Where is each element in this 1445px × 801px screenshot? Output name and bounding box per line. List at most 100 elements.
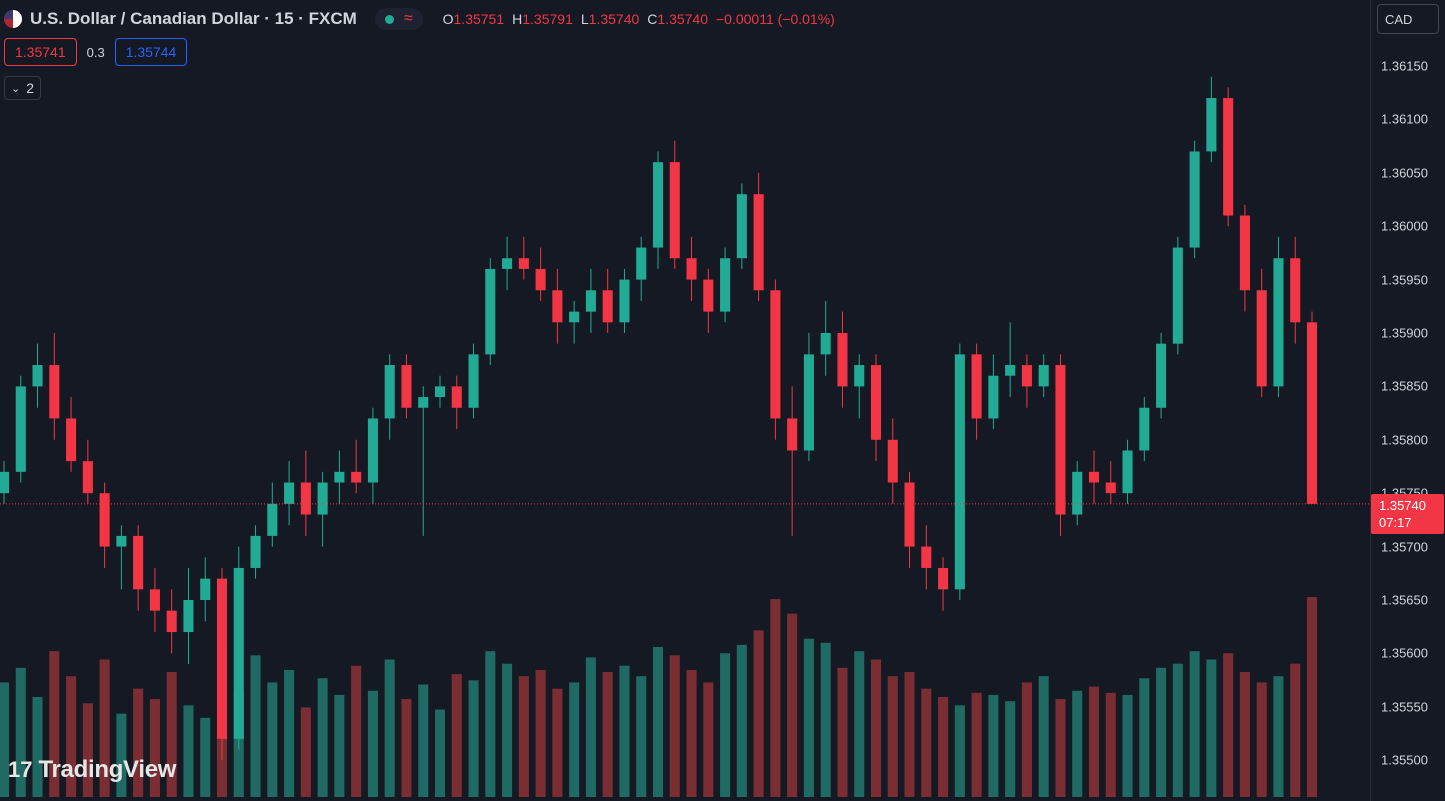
- market-open-icon: [384, 14, 394, 24]
- candle-body: [1306, 322, 1318, 504]
- tradingview-logo[interactable]: 17 TradingView: [8, 756, 176, 784]
- bid-ask-panel: 1.35741 0.3 1.35744: [4, 38, 188, 66]
- candle-body: [770, 290, 781, 419]
- volume-bar: [1072, 690, 1083, 797]
- candle-body: [1021, 365, 1032, 387]
- volume-bar: [971, 692, 982, 797]
- volume-bar: [200, 717, 211, 797]
- price-axis[interactable]: CAD 1.36150 1.36100 1.36050 1.36000 1.35950 1…: [1370, 0, 1445, 801]
- candle-body: [669, 162, 680, 259]
- candle-body: [133, 535, 144, 590]
- candle-body: [820, 333, 831, 355]
- price-tick-label: 1.36100: [1381, 111, 1428, 127]
- volume-bar: [535, 669, 546, 797]
- price-tick-label: 1.35850: [1381, 378, 1428, 394]
- volume-bar: [418, 684, 429, 797]
- candle-body: [49, 365, 60, 419]
- buy-button[interactable]: 1.35744: [114, 38, 188, 66]
- price-tick-label: 1.35900: [1381, 325, 1428, 341]
- candle-body: [233, 567, 244, 739]
- candle-body: [971, 354, 982, 419]
- volume-bar: [569, 682, 580, 797]
- volume-bar: [602, 672, 613, 797]
- symbol-title[interactable]: U.S. Dollar / Canadian Dollar · 15 · FXC…: [30, 9, 357, 28]
- price-tick-label: 1.35800: [1381, 432, 1428, 448]
- candle-body: [1072, 471, 1083, 515]
- tradingview-logo-text: TradingView: [38, 756, 177, 783]
- candle-body: [1139, 407, 1150, 451]
- candle-body: [938, 567, 949, 590]
- high-value: 1.35791: [522, 11, 573, 27]
- ohlc-values: O1.35751 H1.35791 L1.35740 C1.35740 −0.0…: [443, 11, 835, 27]
- volume-bar: [401, 699, 412, 797]
- market-status[interactable]: ≈: [374, 8, 423, 30]
- volume-bar: [552, 688, 563, 797]
- candle-body: [518, 258, 529, 269]
- volume-bar: [585, 657, 596, 797]
- volume-bar: [1273, 676, 1284, 797]
- price-tick-label: 1.35650: [1381, 592, 1428, 608]
- volume-bar: [1290, 663, 1301, 797]
- volume-bar: [1055, 699, 1066, 797]
- volume-bar: [1088, 686, 1100, 797]
- volume-bar: [149, 699, 160, 797]
- candle-body: [451, 386, 462, 408]
- candle-body: [1290, 258, 1301, 323]
- volume-bar: [66, 676, 77, 797]
- currency-button[interactable]: CAD: [1377, 4, 1439, 34]
- price-tick-label: 1.36050: [1381, 165, 1428, 181]
- indicators-toggle-button[interactable]: ⌄ 2: [4, 76, 42, 100]
- volume-bar: [703, 682, 714, 797]
- volume-bar: [636, 676, 647, 797]
- volume-bar: [753, 630, 764, 797]
- high-label: H: [512, 11, 523, 27]
- volume-bar: [1038, 676, 1049, 797]
- candle-body: [535, 268, 546, 291]
- volume-bar: [1005, 701, 1016, 797]
- close-label: C: [647, 11, 658, 27]
- volume-bar: [938, 697, 949, 797]
- indicators-count: 2: [26, 80, 35, 96]
- volume-bar: [1122, 694, 1133, 797]
- volume-bar: [183, 705, 194, 797]
- sell-button[interactable]: 1.35741: [4, 38, 77, 66]
- candle-body: [1038, 365, 1049, 387]
- close-value: 1.35740: [657, 11, 708, 27]
- price-tick-label: 1.35700: [1381, 539, 1428, 555]
- candle-body: [1223, 98, 1234, 216]
- volume-bar: [518, 676, 529, 797]
- volume-bar: [15, 667, 26, 797]
- candle-body: [1088, 471, 1100, 483]
- volume-bar: [854, 651, 865, 797]
- candles: [0, 76, 1318, 761]
- candle-body: [652, 162, 664, 248]
- candle-body: [334, 471, 345, 483]
- volume-bar: [267, 682, 278, 797]
- volume-bar: [485, 651, 496, 797]
- candle-body: [904, 482, 915, 547]
- usd-cad-flag-icon[interactable]: [4, 10, 22, 28]
- candle-body: [619, 279, 630, 323]
- volume-bar: [367, 690, 378, 797]
- candle-body: [803, 354, 814, 451]
- candle-body: [66, 418, 77, 462]
- candle-body: [703, 279, 714, 312]
- volume-bar: [133, 688, 144, 797]
- price-tick-label: 1.35950: [1381, 272, 1428, 288]
- volume-bar: [451, 674, 462, 797]
- candle-body: [1206, 98, 1217, 152]
- volume-bar: [1189, 651, 1200, 797]
- volume-bar: [1256, 682, 1267, 797]
- volume-bar: [1172, 663, 1183, 797]
- candlestick-chart[interactable]: [0, 0, 1370, 801]
- candle-body: [15, 386, 26, 472]
- candle-body: [1122, 450, 1133, 494]
- waves-icon: ≈: [403, 10, 413, 27]
- candle-body: [1005, 365, 1016, 376]
- volume-bar: [736, 644, 747, 797]
- volume-bar: [787, 613, 798, 797]
- candle-body: [267, 503, 278, 536]
- candle-body: [401, 365, 412, 408]
- volume-bar: [116, 713, 127, 797]
- volume-bar: [49, 651, 60, 797]
